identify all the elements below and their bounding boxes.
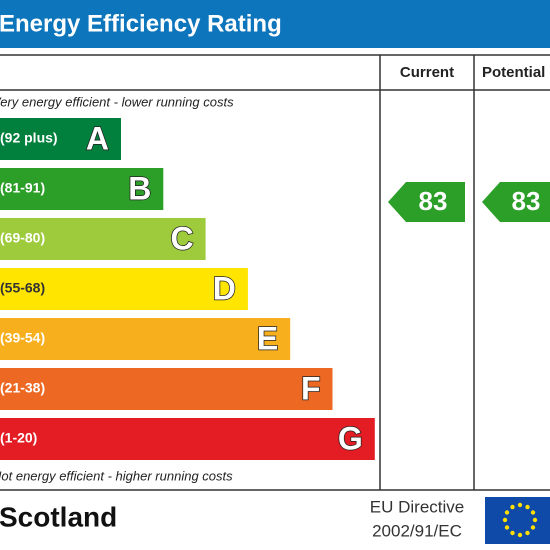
band-range: (39-54) bbox=[0, 330, 45, 346]
header-potential: Potential bbox=[482, 64, 545, 81]
flag-star bbox=[517, 502, 523, 508]
current-value: 83 bbox=[419, 186, 448, 216]
band bbox=[0, 318, 291, 360]
flag-star bbox=[517, 532, 523, 538]
band-range: (21-38) bbox=[0, 380, 45, 396]
band-range: (55-68) bbox=[0, 280, 45, 296]
band bbox=[0, 118, 121, 160]
potential-arrow: 83 bbox=[482, 182, 550, 222]
band-range: (92 plus) bbox=[0, 130, 58, 146]
band-range: (69-80) bbox=[0, 230, 45, 246]
band-letter: G bbox=[338, 420, 363, 456]
title-bar bbox=[0, 0, 550, 48]
region: Scotland bbox=[0, 501, 117, 532]
directive-line2: 2002/91/EC bbox=[372, 521, 462, 540]
current-arrow: 83 bbox=[388, 182, 465, 222]
flag-star bbox=[504, 525, 510, 530]
band-letter: A bbox=[86, 120, 109, 156]
flag-star bbox=[532, 517, 538, 523]
flag-star bbox=[504, 510, 510, 515]
band bbox=[0, 268, 248, 310]
eu-flag bbox=[485, 497, 550, 544]
band bbox=[0, 168, 164, 210]
band-letter: F bbox=[301, 370, 321, 406]
flag-star bbox=[530, 510, 536, 515]
band-range: (81-91) bbox=[0, 180, 45, 196]
band bbox=[0, 368, 333, 410]
title: Energy Efficiency Rating bbox=[0, 10, 282, 37]
flag-star bbox=[530, 525, 536, 530]
band-letter: D bbox=[213, 270, 236, 306]
flag-star bbox=[525, 504, 530, 510]
band-range: (1-20) bbox=[0, 430, 37, 446]
band bbox=[0, 218, 206, 260]
potential-value: 83 bbox=[512, 186, 541, 216]
header-current: Current bbox=[400, 64, 454, 81]
flag-star bbox=[525, 530, 530, 536]
band-letter: C bbox=[170, 220, 193, 256]
band-letter: B bbox=[128, 170, 151, 206]
flag-star bbox=[510, 504, 515, 510]
top-note: Very energy efficient - lower running co… bbox=[0, 94, 234, 109]
flag-star bbox=[502, 517, 508, 523]
directive-line1: EU Directive bbox=[370, 497, 464, 516]
band bbox=[0, 418, 375, 460]
frame bbox=[0, 54, 550, 491]
flag-star bbox=[510, 530, 515, 536]
band-letter: E bbox=[257, 320, 278, 356]
bottom-note: Not energy efficient - higher running co… bbox=[0, 468, 233, 483]
